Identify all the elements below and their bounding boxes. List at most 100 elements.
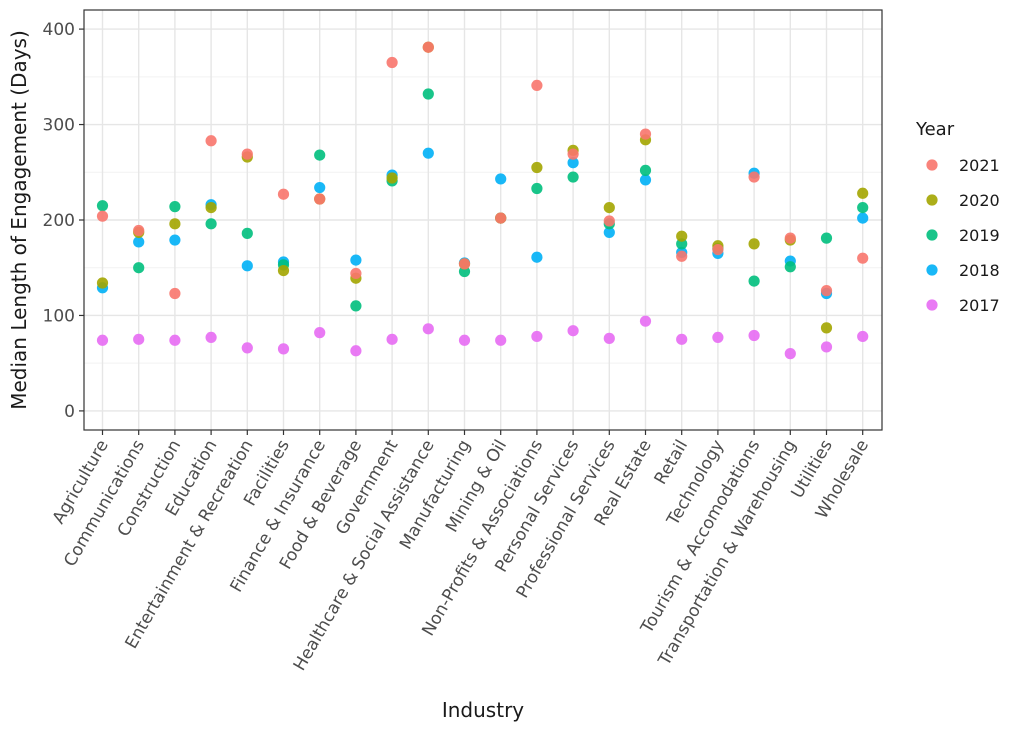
- point-2019: [241, 227, 253, 239]
- point-2017: [422, 323, 434, 335]
- point-2019: [748, 275, 760, 287]
- point-2021: [567, 148, 579, 160]
- legend-label-2020: 2020: [959, 191, 1000, 210]
- point-2019: [531, 182, 543, 195]
- legend-key-2021: [926, 159, 938, 171]
- legend-key-2019: [926, 229, 938, 241]
- legend-label-2017: 2017: [959, 296, 1000, 315]
- legend-key-2018: [926, 264, 938, 276]
- point-2021: [603, 215, 615, 227]
- point-2017: [567, 325, 579, 337]
- point-2018: [169, 234, 181, 246]
- point-2021: [133, 224, 145, 237]
- point-2019: [639, 164, 652, 176]
- point-2021: [277, 188, 290, 200]
- point-2020: [205, 201, 217, 214]
- y-tick-label: 100: [43, 306, 75, 326]
- point-2017: [241, 342, 253, 354]
- legend: Year 2021 2020 2019 2018 2017: [915, 119, 1000, 315]
- point-2017: [784, 348, 796, 360]
- point-2017: [748, 329, 760, 342]
- point-2017: [603, 332, 615, 344]
- point-2017: [205, 331, 217, 344]
- point-2017: [314, 327, 326, 339]
- point-2020: [531, 161, 543, 174]
- x-axis: AgricultureCommunicationsConstructionEdu…: [49, 430, 873, 674]
- point-2019: [169, 201, 181, 213]
- point-2017: [495, 334, 507, 346]
- point-2019: [96, 200, 109, 212]
- point-2021: [241, 148, 253, 160]
- point-2021: [169, 287, 181, 300]
- legend-label-2021: 2021: [959, 156, 1000, 175]
- point-2018: [314, 181, 326, 194]
- point-2019: [820, 232, 833, 244]
- point-2017: [277, 343, 290, 355]
- point-2021: [857, 252, 869, 264]
- point-2018: [241, 260, 253, 272]
- legend-title: Year: [915, 119, 955, 140]
- point-2017: [639, 315, 652, 327]
- point-2021: [639, 128, 652, 140]
- point-2017: [820, 341, 833, 353]
- point-2021: [205, 135, 217, 147]
- point-2020: [386, 172, 398, 184]
- point-2017: [458, 334, 471, 346]
- point-2018: [857, 212, 869, 224]
- point-2017: [712, 331, 724, 344]
- point-2018: [350, 254, 362, 266]
- legend-key-2017: [926, 299, 938, 311]
- y-axis-title: Median Length of Engagement (Days): [7, 30, 31, 410]
- point-2020: [96, 277, 109, 289]
- x-axis-title: Industry: [442, 698, 524, 722]
- point-2018: [531, 251, 543, 263]
- point-2021: [314, 193, 326, 205]
- point-2020: [169, 218, 181, 230]
- point-2019: [784, 261, 796, 273]
- legend-label-2018: 2018: [959, 261, 1000, 280]
- point-2021: [820, 285, 833, 297]
- y-tick-label: 300: [43, 116, 75, 136]
- point-2019: [314, 149, 326, 161]
- point-2021: [495, 212, 507, 224]
- legend-key-2020: [926, 194, 938, 206]
- point-2020: [820, 322, 833, 334]
- point-2021: [96, 210, 109, 222]
- point-2021: [712, 243, 724, 256]
- point-2020: [748, 238, 760, 250]
- point-2019: [350, 300, 362, 312]
- point-2018: [639, 174, 652, 186]
- point-2017: [676, 333, 688, 345]
- point-2021: [386, 56, 398, 69]
- point-2020: [857, 187, 869, 199]
- point-2018: [422, 147, 434, 159]
- point-2017: [350, 345, 362, 357]
- point-2017: [386, 333, 398, 345]
- point-2017: [531, 330, 543, 343]
- point-2019: [857, 201, 869, 214]
- point-2020: [277, 264, 290, 277]
- point-2020: [676, 230, 688, 242]
- point-2019: [205, 218, 217, 230]
- y-tick-label: 0: [64, 402, 75, 422]
- legend-label-2019: 2019: [959, 226, 1000, 245]
- y-tick-label: 400: [43, 20, 75, 40]
- data-points: [96, 41, 869, 360]
- point-2019: [133, 262, 145, 274]
- point-2018: [603, 226, 615, 239]
- point-2021: [531, 79, 543, 92]
- point-2017: [96, 334, 109, 346]
- y-axis: 0 100 200 300 400: [43, 20, 84, 422]
- point-2021: [458, 258, 471, 270]
- point-2018: [133, 236, 145, 248]
- point-2019: [567, 171, 579, 183]
- point-2021: [350, 267, 362, 280]
- point-2021: [784, 232, 796, 244]
- point-2020: [603, 201, 615, 214]
- point-2017: [857, 330, 869, 343]
- point-2017: [133, 333, 145, 345]
- point-2021: [422, 41, 434, 53]
- point-2021: [676, 250, 688, 262]
